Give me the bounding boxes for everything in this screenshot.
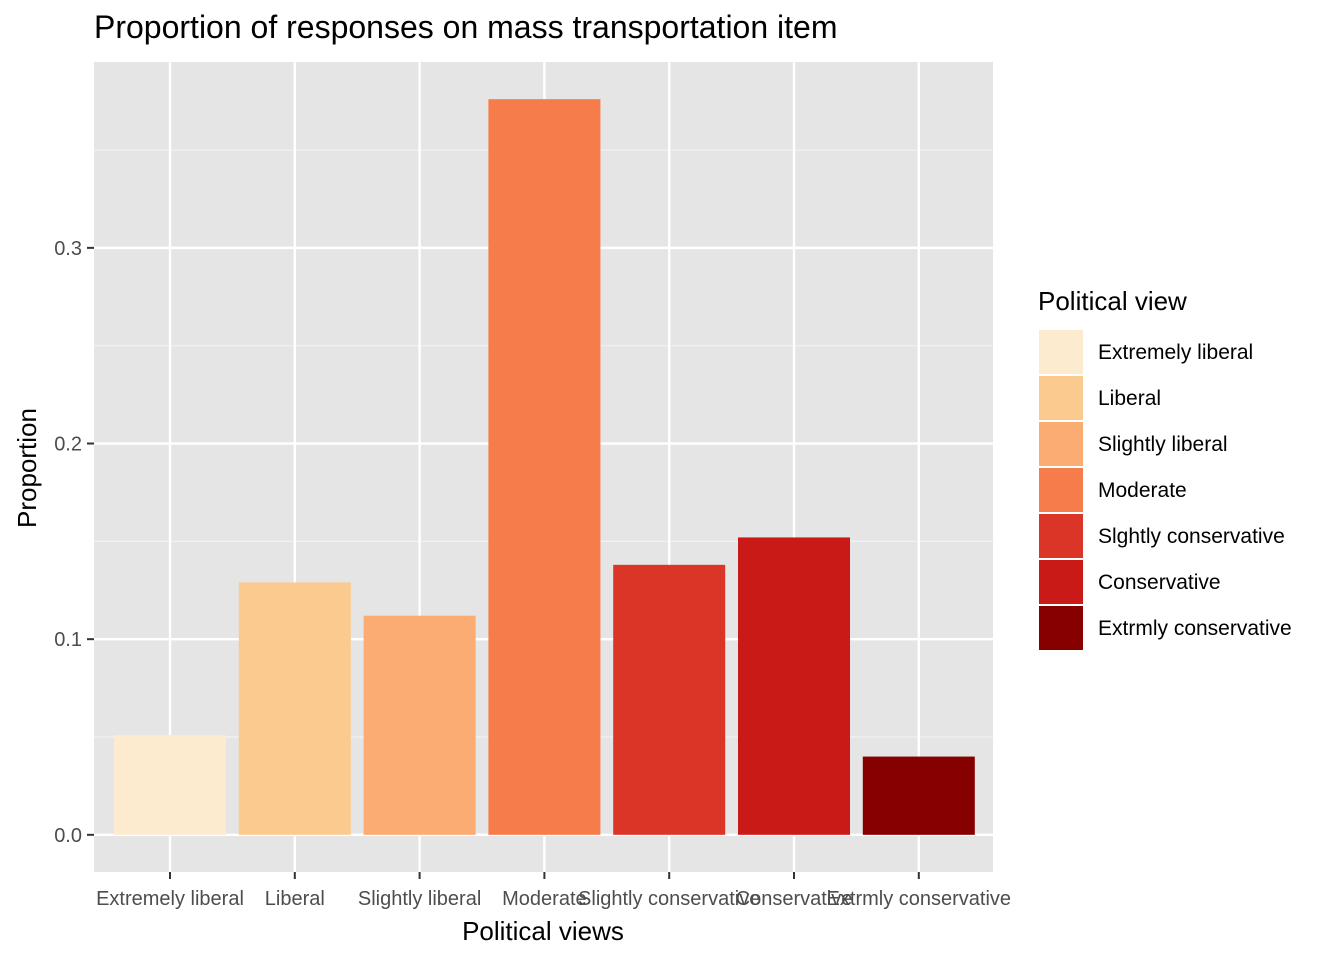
bar-6 bbox=[862, 756, 975, 835]
legend-swatch-0 bbox=[1037, 328, 1085, 376]
bar-3 bbox=[488, 99, 601, 835]
legend-item-1: Liberal bbox=[1037, 374, 1161, 422]
legend-swatch-6 bbox=[1037, 604, 1085, 652]
x-tick-label-2: Slightly liberal bbox=[358, 888, 481, 910]
legend-swatch-3 bbox=[1037, 466, 1085, 514]
x-tick-label-3: Moderate bbox=[502, 888, 587, 910]
legend-label-1: Liberal bbox=[1098, 387, 1161, 410]
x-axis: Extremely liberal Liberal Slightly liberal… bbox=[96, 872, 1011, 910]
x-tick-label-1: Liberal bbox=[265, 888, 325, 910]
legend-item-2: Slightly liberal bbox=[1037, 420, 1228, 468]
legend-item-0: Extremely liberal bbox=[1037, 328, 1253, 376]
y-tick-label-0: 0.0 bbox=[54, 825, 82, 847]
bar-2 bbox=[363, 615, 476, 835]
x-tick-label-5: Conservative bbox=[736, 888, 853, 910]
legend-swatch-4 bbox=[1037, 512, 1085, 560]
legend-label-3: Moderate bbox=[1098, 479, 1187, 502]
legend-items: Extremely liberal Liberal Slightly liberal… bbox=[1037, 328, 1292, 652]
legend-item-3: Moderate bbox=[1037, 466, 1187, 514]
legend-label-4: Slghtly conservative bbox=[1098, 525, 1285, 548]
bar-4 bbox=[613, 564, 726, 835]
bars bbox=[114, 99, 975, 835]
legend-swatch-5 bbox=[1037, 558, 1085, 606]
y-tick-label-2: 0.2 bbox=[54, 434, 82, 456]
y-axis-title: Proportion bbox=[12, 408, 42, 528]
chart-title: Proportion of responses on mass transpor… bbox=[94, 9, 837, 45]
legend-item-5: Conservative bbox=[1037, 558, 1221, 606]
x-axis-title: Political views bbox=[462, 916, 624, 946]
bar-0 bbox=[114, 735, 226, 835]
legend-label-5: Conservative bbox=[1098, 571, 1221, 594]
legend-swatch-1 bbox=[1037, 374, 1085, 422]
legend-label-6: Extrmly conservative bbox=[1098, 617, 1292, 640]
y-tick-label-3: 0.3 bbox=[54, 238, 82, 260]
legend-item-6: Extrmly conservative bbox=[1037, 604, 1292, 652]
bar-1 bbox=[238, 582, 351, 835]
legend-title: Political view bbox=[1038, 286, 1187, 316]
legend: Political view Extremely liberal Liberal S… bbox=[1037, 286, 1292, 652]
y-axis: 0.0 0.1 0.2 0.3 bbox=[54, 238, 94, 847]
legend-swatch-2 bbox=[1037, 420, 1085, 468]
y-tick-label-1: 0.1 bbox=[54, 629, 82, 651]
x-tick-label-0: Extremely liberal bbox=[96, 888, 244, 910]
legend-label-2: Slightly liberal bbox=[1098, 433, 1228, 456]
x-tick-label-6: Extrmly conservative bbox=[827, 888, 1012, 910]
legend-label-0: Extremely liberal bbox=[1098, 341, 1253, 364]
x-tick-label-4: Slightly conservative bbox=[578, 888, 760, 910]
bar-5 bbox=[738, 537, 850, 835]
legend-item-4: Slghtly conservative bbox=[1037, 512, 1285, 560]
